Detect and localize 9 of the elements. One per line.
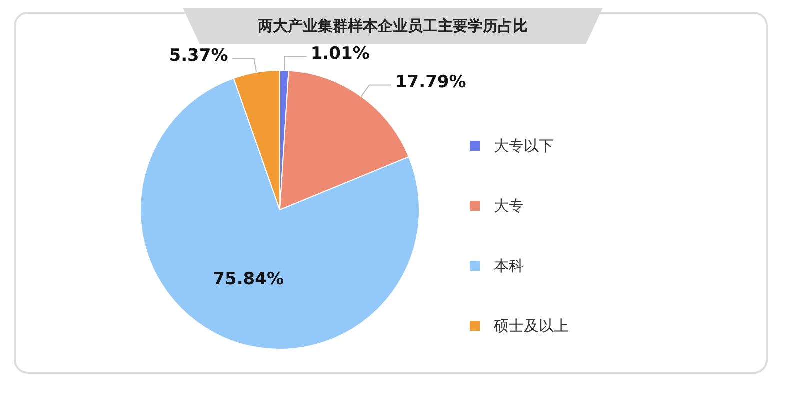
legend-label: 大专以下 [494,136,554,156]
data-label: 1.01% [310,44,370,64]
legend-label: 大专 [494,196,524,216]
data-label: 17.79% [395,72,466,93]
legend-label: 本科 [494,256,524,276]
chart-title: 两大产业集群样本企业员工主要学历占比 [183,8,603,44]
data-label: 75.84% [213,269,284,290]
data-label: 5.37% [169,46,228,66]
legend-label: 硕士及以上 [494,316,569,336]
